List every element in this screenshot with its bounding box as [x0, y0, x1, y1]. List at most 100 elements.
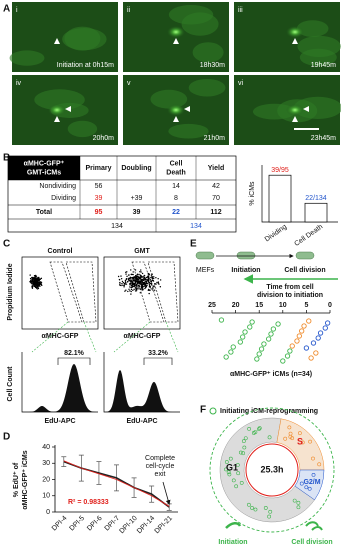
gate	[65, 261, 97, 323]
point	[223, 354, 229, 360]
flow-dot	[34, 281, 36, 283]
table-header-cell	[8, 156, 80, 180]
cell-dot	[241, 439, 246, 444]
flow-dot	[34, 274, 37, 277]
cell-glow	[168, 4, 214, 25]
phase-label: G2/M	[303, 479, 320, 486]
cell-glow	[67, 120, 98, 138]
point	[218, 317, 225, 323]
cell-dot	[253, 507, 258, 512]
event-label: Initiation	[218, 539, 247, 546]
flow-dot	[129, 286, 131, 288]
flow-dot	[36, 279, 39, 281]
tile-numeral: i	[16, 7, 18, 14]
flow-dot	[40, 277, 43, 280]
percentage: 82.1%	[64, 350, 85, 357]
flow-dot	[135, 290, 138, 292]
legend-icon	[209, 407, 217, 415]
flow-dot	[140, 271, 142, 273]
flow-dot	[35, 276, 38, 278]
cell-dot	[300, 440, 305, 445]
error-bar	[61, 456, 67, 467]
flow-dot	[126, 271, 128, 273]
flow-dot	[143, 275, 146, 277]
point	[317, 330, 324, 336]
flow-dot	[126, 275, 128, 278]
flow-dot	[140, 275, 143, 277]
point	[254, 356, 260, 362]
cell-dot	[292, 498, 297, 503]
cell-dot	[307, 486, 312, 491]
cell-glow	[296, 20, 329, 37]
flow-dot	[148, 292, 150, 295]
flow-dot	[136, 287, 139, 289]
flow-dot	[128, 288, 130, 290]
flow-dot	[30, 282, 32, 284]
bar	[268, 174, 292, 223]
flow-dot	[123, 286, 125, 288]
table-header: GMT-iCMs	[27, 169, 61, 176]
flow-dot	[141, 284, 144, 286]
cell-dot	[241, 451, 246, 456]
flow-dot	[131, 282, 134, 285]
cell-dot	[263, 506, 268, 510]
table-cell: +39	[131, 195, 143, 202]
value-label: 39/95	[271, 167, 289, 174]
y-tick-label: 40	[42, 444, 50, 451]
y-tick-label: 20	[42, 476, 50, 483]
flow-dot	[140, 277, 142, 279]
cell-dot	[243, 436, 248, 441]
flow-dot	[132, 271, 134, 273]
flow-dot	[125, 281, 127, 284]
annotation: exit	[155, 471, 166, 478]
percentage: 33.2%	[148, 350, 169, 357]
flow-dot	[147, 280, 150, 283]
flow-dot	[123, 282, 126, 285]
dividing-cell	[167, 26, 185, 38]
flow-dot	[151, 279, 154, 282]
flow-dot	[122, 284, 124, 286]
column-title: Control	[48, 248, 73, 255]
x-axis-label: EdU-APC	[126, 418, 157, 425]
flow-dot	[31, 283, 33, 285]
timeline-label: Cell division	[284, 267, 325, 274]
row-label: Total	[36, 209, 52, 216]
flow-dot	[39, 278, 42, 280]
arrowhead	[292, 38, 298, 44]
flow-dot	[148, 282, 150, 284]
flow-dot	[158, 283, 160, 285]
flow-dot	[126, 281, 129, 283]
flow-dot	[139, 271, 141, 273]
tile-numeral: ii	[127, 7, 131, 14]
table-header: αMHC-GFP⁺	[24, 160, 65, 167]
flow-dot	[130, 279, 132, 281]
cell-glow	[150, 89, 188, 109]
flow-dot	[121, 283, 123, 285]
flow-dot	[138, 288, 140, 290]
y-tick-label: 0	[46, 509, 50, 516]
cell-dot	[224, 467, 228, 472]
flow-dot	[139, 282, 141, 284]
cell-dot	[250, 505, 254, 510]
cell-dot	[256, 427, 261, 432]
cell-glow	[299, 48, 337, 67]
flow-dot	[141, 281, 143, 283]
cell-dot	[297, 431, 302, 436]
x-tick-label: 25	[208, 302, 216, 309]
flow-dot	[130, 293, 132, 295]
cell-dot	[251, 431, 256, 435]
fit-label: R² = 0.98333	[68, 499, 109, 506]
point	[294, 338, 300, 344]
flow-dot	[119, 282, 121, 284]
point	[261, 341, 267, 347]
flow-dot	[135, 280, 137, 283]
flow-dot	[136, 282, 138, 285]
flow-dot	[149, 286, 151, 289]
arrow-label: division to initiation	[257, 292, 323, 299]
point	[268, 331, 274, 337]
row-label: Dividing	[51, 195, 76, 202]
table-cell: 22	[172, 209, 180, 216]
flow-dot	[33, 275, 36, 277]
flow-dot	[135, 288, 137, 290]
